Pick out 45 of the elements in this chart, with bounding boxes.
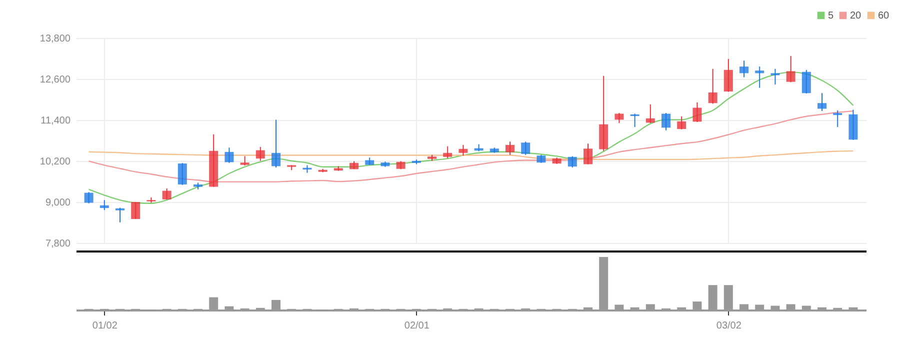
candlestick	[614, 112, 624, 124]
line-series	[88, 110, 854, 182]
candlestick	[240, 156, 250, 166]
candlestick	[443, 146, 452, 159]
x-tick-label: 03/02	[716, 320, 742, 332]
candlestick	[662, 112, 670, 131]
candlestick	[272, 119, 280, 168]
candlestick	[692, 102, 702, 123]
candlestick	[833, 110, 842, 128]
candlestick	[256, 146, 265, 162]
x-tick-label: 02/01	[404, 320, 430, 332]
line-series	[88, 72, 854, 204]
candlestick	[646, 104, 655, 124]
candlestick	[755, 66, 764, 88]
candlestick	[521, 141, 530, 156]
candlestick	[724, 58, 733, 92]
candlestick	[677, 116, 686, 130]
candlestick	[708, 68, 718, 104]
candlestick	[116, 207, 124, 223]
y-tick-label: 13,800	[40, 34, 71, 44]
candlestick	[770, 68, 780, 85]
legend-label: 60	[878, 10, 890, 22]
x-tick-label: 01/02	[92, 320, 118, 332]
candlestick	[84, 192, 94, 204]
legend-label: 20	[850, 10, 862, 22]
y-tick-label: 12,600	[40, 74, 71, 86]
candlestick	[630, 113, 640, 128]
y-tick-label: 10,200	[40, 156, 71, 168]
candlestick	[131, 202, 140, 220]
candlestick	[786, 55, 796, 83]
candlestick	[178, 162, 187, 186]
candlestick	[224, 147, 234, 164]
y-tick-label: 11,400	[40, 116, 71, 126]
candlestick	[506, 141, 514, 156]
y-tick-label: 9,000	[45, 198, 71, 208]
candlestick	[568, 156, 577, 168]
candlestick	[818, 92, 826, 112]
legend-label: 5	[828, 10, 834, 22]
candlestick	[802, 69, 811, 94]
candlestick	[162, 188, 172, 200]
candlestick	[100, 200, 109, 211]
candlestick	[584, 143, 592, 165]
candlestick	[458, 144, 468, 156]
candlestick	[740, 60, 748, 78]
y-tick-label: 7,800	[45, 238, 71, 250]
